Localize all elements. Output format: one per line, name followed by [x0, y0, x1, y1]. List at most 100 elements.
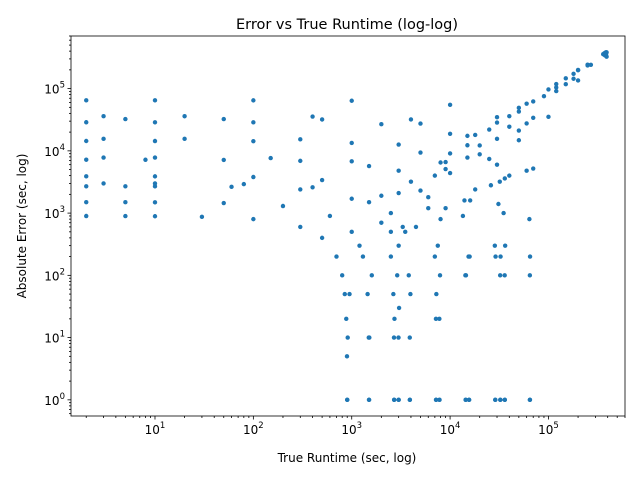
- data-point: [438, 160, 443, 165]
- data-point: [367, 335, 372, 340]
- data-point: [604, 54, 609, 59]
- data-point: [437, 316, 442, 322]
- data-point: [462, 198, 467, 203]
- data-point: [403, 229, 408, 235]
- data-point: [101, 181, 106, 186]
- data-point: [327, 213, 333, 219]
- x-tick-label: 104: [440, 421, 461, 437]
- y-tick-label: 104: [44, 143, 65, 159]
- data-point: [123, 116, 128, 122]
- data-point: [268, 155, 273, 161]
- data-point: [531, 166, 536, 171]
- data-point: [447, 131, 453, 136]
- data-point: [494, 114, 500, 120]
- data-point: [241, 181, 247, 187]
- data-point: [319, 235, 325, 241]
- data-point: [84, 184, 89, 189]
- x-tick-label: 102: [243, 421, 264, 437]
- data-point: [443, 159, 448, 165]
- data-point: [418, 188, 423, 193]
- data-point: [339, 273, 345, 278]
- data-point: [357, 243, 362, 248]
- data-point: [467, 254, 472, 259]
- data-point: [396, 305, 402, 311]
- data-point: [460, 213, 466, 219]
- data-point: [280, 203, 286, 209]
- data-point: [447, 151, 453, 156]
- data-point: [221, 200, 226, 206]
- data-point: [123, 213, 128, 219]
- plot-points: [84, 50, 609, 403]
- data-point: [516, 109, 522, 114]
- data-point: [221, 116, 226, 122]
- data-point: [488, 183, 494, 188]
- data-point: [432, 254, 438, 259]
- data-point: [406, 273, 411, 278]
- data-point: [396, 397, 401, 403]
- data-point: [524, 121, 529, 126]
- data-point: [360, 254, 366, 259]
- data-point: [418, 150, 423, 155]
- data-point: [84, 98, 89, 103]
- data-point: [433, 316, 439, 322]
- x-tick-label: 105: [538, 421, 559, 437]
- data-point: [435, 243, 440, 248]
- data-point: [396, 335, 401, 340]
- data-point: [392, 316, 397, 322]
- data-point: [152, 138, 158, 144]
- data-point: [497, 273, 503, 278]
- data-point: [344, 354, 350, 359]
- data-point: [541, 93, 547, 99]
- data-point: [516, 138, 522, 143]
- data-point: [563, 82, 568, 87]
- x-tick-label: 103: [341, 421, 362, 437]
- data-point: [443, 166, 448, 172]
- data-point: [365, 291, 370, 297]
- data-point: [391, 335, 397, 340]
- data-point: [152, 200, 158, 205]
- data-point: [571, 71, 576, 77]
- data-point: [507, 124, 512, 129]
- data-point: [395, 273, 400, 278]
- data-point: [571, 76, 576, 81]
- data-point: [366, 163, 372, 169]
- data-point: [152, 181, 158, 186]
- data-point: [379, 122, 384, 127]
- data-point: [298, 224, 303, 230]
- data-point: [437, 273, 443, 278]
- data-point: [507, 173, 512, 178]
- data-point: [84, 213, 89, 219]
- data-point: [152, 120, 158, 125]
- data-point: [366, 199, 372, 205]
- data-point: [84, 120, 89, 125]
- data-point: [546, 87, 551, 92]
- data-point: [498, 397, 503, 403]
- data-point: [84, 157, 89, 162]
- data-point: [396, 243, 401, 248]
- data-point: [494, 162, 500, 167]
- data-point: [344, 316, 349, 322]
- data-point: [407, 335, 412, 340]
- data-point: [447, 170, 453, 176]
- data-point: [477, 143, 482, 148]
- data-point: [182, 136, 187, 142]
- data-point: [463, 397, 468, 403]
- data-point: [408, 179, 414, 184]
- y-tick-label: 100: [44, 392, 65, 408]
- data-point: [298, 187, 303, 192]
- data-point: [498, 254, 503, 259]
- data-point: [413, 224, 419, 230]
- data-point: [388, 210, 394, 216]
- data-point: [492, 243, 498, 248]
- data-point: [298, 137, 303, 142]
- y-axis: 100 101 102 103 104 105: [44, 35, 71, 415]
- y-axis-label: Absolute Error (sec, log): [15, 154, 29, 299]
- data-point: [347, 291, 352, 297]
- data-point: [199, 214, 205, 220]
- data-point: [84, 199, 89, 205]
- data-point: [345, 335, 350, 340]
- data-point: [310, 114, 315, 119]
- data-point: [349, 196, 354, 201]
